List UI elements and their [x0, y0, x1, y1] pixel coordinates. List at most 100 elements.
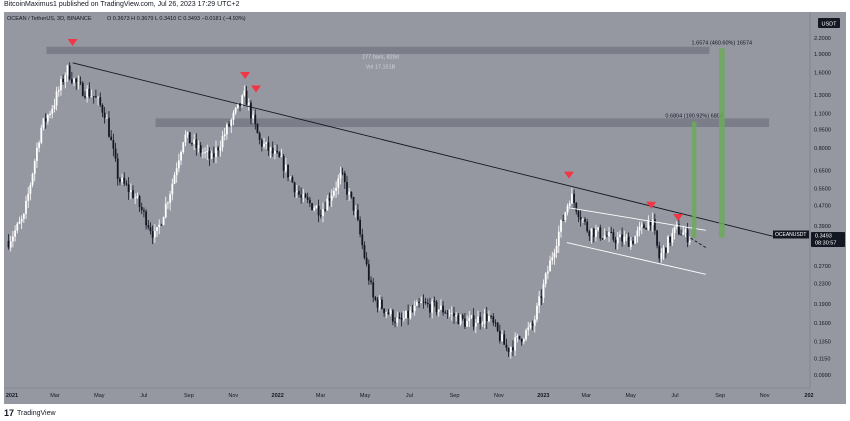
- candle-body: [60, 78, 62, 91]
- candle-body: [289, 177, 292, 178]
- candle-body: [278, 152, 281, 157]
- candle-body: [212, 153, 215, 158]
- candle-body: [483, 313, 486, 324]
- candle-body: [551, 257, 554, 261]
- candle-body: [121, 177, 123, 183]
- channel-upper-line[interactable]: [570, 207, 706, 231]
- candle-body: [645, 228, 648, 230]
- resistance-rejection-marker-icon: [563, 171, 574, 179]
- y-tick-label: 1.1000: [814, 111, 831, 117]
- resistance-rejection-marker-icon: [67, 39, 78, 47]
- candle-body: [350, 191, 353, 198]
- resistance-rejection-marker-icon: [673, 213, 684, 221]
- candle-body: [682, 232, 685, 235]
- candle-body: [44, 118, 47, 122]
- candle-body: [411, 310, 414, 312]
- projection-line[interactable]: [690, 237, 707, 248]
- candle-body: [359, 219, 361, 235]
- candle-body: [75, 78, 78, 83]
- measure-label: 277 bars, 829d: [362, 55, 399, 61]
- chart-container[interactable]: 0.6804 (190.92%) 6804 1.6574 (460.60%) 16…: [4, 12, 846, 404]
- candle-body: [127, 184, 130, 193]
- x-tick-label: Sep: [715, 393, 725, 399]
- candle-body: [496, 322, 499, 331]
- candle-body: [162, 217, 165, 226]
- candle-body: [136, 196, 139, 198]
- candle-body: [341, 172, 344, 174]
- symbol-tag-label: OCEANUSDT: [775, 232, 806, 238]
- candle-body: [597, 227, 600, 230]
- candle-body: [110, 136, 113, 141]
- candle-body: [383, 308, 386, 314]
- candle-body: [70, 79, 73, 83]
- candle-body: [62, 78, 65, 83]
- price-chart[interactable]: 0.6804 (190.92%) 6804 1.6574 (460.60%) 16…: [4, 12, 846, 404]
- y-tick-label: 0.5500: [814, 187, 831, 193]
- candle-body: [40, 127, 43, 143]
- candle-body: [394, 321, 396, 323]
- candle-body: [407, 310, 410, 318]
- channel-lower-line[interactable]: [566, 242, 706, 275]
- target-bar-2[interactable]: [718, 48, 725, 238]
- candle-body: [49, 113, 51, 115]
- candle-body: [409, 310, 412, 318]
- candle-body: [169, 194, 172, 203]
- candle-body: [466, 320, 468, 327]
- candle-body: [116, 158, 119, 179]
- candle-body: [481, 323, 484, 325]
- candle-body: [92, 96, 95, 97]
- ohlc-header: O 0.3673 H 0.3679 L 0.3410 C 0.3493 −0.0…: [107, 16, 246, 22]
- candle-body: [653, 219, 656, 231]
- descending-resistance-line[interactable]: [72, 62, 773, 237]
- candle-body: [79, 82, 82, 84]
- candle-body: [265, 142, 268, 144]
- candle-body: [330, 195, 333, 201]
- candle-body: [575, 202, 578, 212]
- candle-body: [396, 317, 399, 323]
- candle-body: [612, 232, 615, 240]
- candle-body: [134, 197, 137, 199]
- y-tick-label: 0.8000: [814, 146, 831, 152]
- candle-body: [658, 245, 661, 259]
- target-bar-1[interactable]: [691, 121, 697, 239]
- candle-body: [317, 205, 320, 216]
- candle-body: [18, 221, 21, 224]
- y-tick-label: 0.0990: [814, 373, 831, 379]
- last-price-value: 0.3493: [815, 233, 832, 239]
- candle-body: [457, 315, 460, 325]
- candle-body: [372, 282, 375, 298]
- candle-body: [256, 123, 259, 134]
- candle-body: [507, 347, 510, 353]
- candle-body: [156, 227, 158, 231]
- candle-body: [57, 90, 60, 92]
- candle-body: [328, 198, 331, 201]
- y-tick-label: 0.4700: [814, 204, 831, 210]
- candle-body: [138, 196, 141, 207]
- candle-body: [455, 315, 458, 317]
- currency-badge[interactable]: [818, 18, 840, 28]
- candle-body: [53, 105, 56, 109]
- candle-body: [167, 202, 169, 204]
- footer-brand: TradingView: [17, 409, 56, 417]
- candle-body: [662, 247, 665, 254]
- candle-body: [160, 224, 163, 226]
- candle-body: [332, 190, 335, 196]
- candle-body: [88, 88, 91, 97]
- candle-body: [420, 301, 423, 303]
- candle-body: [119, 178, 121, 183]
- candle-body: [147, 225, 150, 228]
- candle-body: [577, 211, 580, 217]
- candle-body: [232, 112, 235, 120]
- y-tick-label: 1.9000: [814, 52, 831, 58]
- candle-body: [542, 283, 545, 298]
- candle-body: [468, 317, 471, 321]
- candle-body: [385, 312, 388, 314]
- y-tick-label: 0.6500: [814, 168, 831, 174]
- candle-body: [571, 193, 573, 204]
- candle-body: [592, 228, 595, 237]
- candle-body: [664, 247, 667, 254]
- candle-body: [348, 191, 351, 195]
- x-tick-label: Jul: [672, 393, 679, 399]
- candle-body: [568, 203, 571, 206]
- candle-body: [208, 150, 211, 159]
